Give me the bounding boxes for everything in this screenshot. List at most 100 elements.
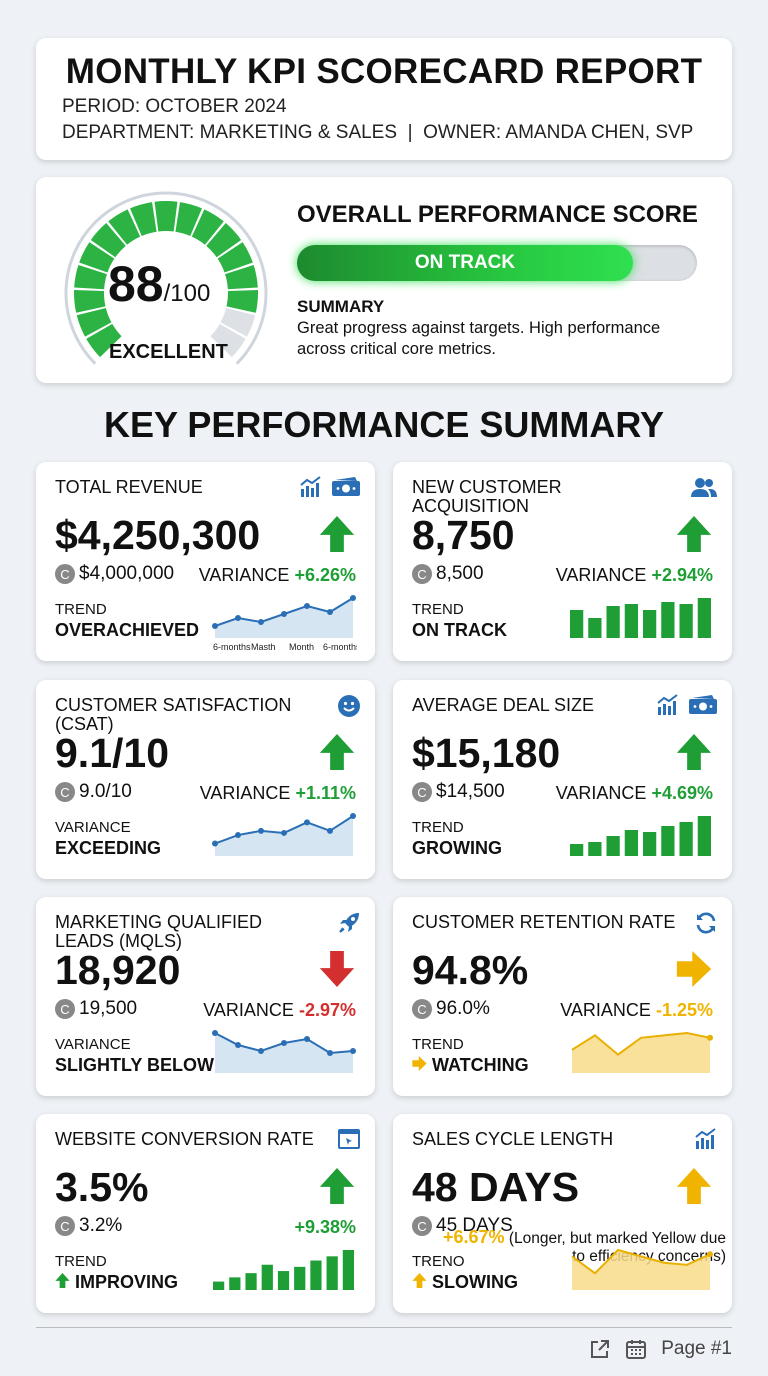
trend-chart (213, 1250, 354, 1290)
kpi-card[interactable]: CUSTOMER SATISFACTION (CSAT) 9.1/10 C 9.0… (36, 680, 375, 879)
trend-bar (588, 618, 602, 638)
kpi-title: NEW CUSTOMER ACQUISITION (412, 477, 562, 516)
trend-point (281, 611, 287, 617)
trend-status: SLOWING (412, 1272, 518, 1293)
target-icon: C (412, 1216, 432, 1236)
kpi-title: CUSTOMER SATISFACTION (CSAT) (55, 695, 292, 734)
kpi-target: C 9.0/10 (55, 781, 132, 803)
kpi-title: MARKETING QUALIFIED LEADS (MQLS) (55, 912, 263, 951)
kpi-variance: +9.38% (294, 1217, 356, 1237)
trend-point (281, 1040, 287, 1046)
trend-status: WATCHING (412, 1055, 529, 1076)
gauge-segment (226, 290, 258, 313)
trend-bar (624, 830, 638, 856)
trend-bar (326, 1256, 338, 1290)
chart-growth-icon (299, 476, 323, 503)
trend-bar (697, 598, 711, 638)
department-owner: DEPARTMENT: MARKETING & SALES | OWNER: A… (62, 122, 694, 143)
kpi-value: 8,750 (412, 512, 515, 558)
kpi-value: 48 DAYS (412, 1164, 580, 1210)
score-rating: EXCELLENT (109, 341, 228, 363)
kpi-title: CUSTOMER RETENTION RATE (412, 912, 676, 932)
kpi-variance: VARIANCE +1.11% (199, 783, 356, 803)
target-icon: C (412, 999, 432, 1019)
trend-arrow-up-icon (676, 516, 712, 557)
kpi-target: C 45 DAYS (412, 1215, 513, 1237)
trend-arrow-up-icon (319, 734, 355, 775)
kpi-value: 9.1/10 (55, 730, 169, 776)
gauge-segment (90, 223, 126, 258)
footer: Page #1 (36, 1327, 732, 1359)
calendar-icon[interactable] (625, 1338, 647, 1360)
trend-bar (342, 1250, 354, 1290)
kpi-card[interactable]: WEBSITE CONVERSION RATE 3.5% C 3.2% +9.38… (36, 1114, 375, 1313)
trend-point (281, 829, 287, 836)
trend-label: TREND (412, 1036, 464, 1053)
kpi-card[interactable]: AVERAGE DEAL SIZE $15,180 C $14,500 VARIA… (393, 680, 732, 879)
kpi-card[interactable]: CUSTOMER RETENTION RATE 94.8% C 96.0% VAR… (393, 897, 732, 1096)
gauge-segment (108, 209, 141, 245)
trend-status: GROWING (412, 838, 502, 858)
trend-point (350, 1048, 356, 1054)
trend-bar (570, 610, 584, 638)
trend-status: IMPROVING (55, 1272, 178, 1293)
gauge-segment (175, 202, 202, 236)
rocket-icon (337, 911, 361, 940)
trend-status: ON TRACK (412, 620, 507, 640)
external-link-icon[interactable] (589, 1338, 611, 1360)
kpi-title: AVERAGE DEAL SIZE (412, 695, 595, 715)
score-value: 88/100 (108, 256, 211, 312)
kpi-target: C $4,000,000 (55, 563, 174, 585)
trend-status: SLIGHTLY BELOW (55, 1055, 215, 1075)
gauge-segment (225, 264, 258, 290)
trend-bar (261, 1264, 273, 1290)
trend-label: TRENO (412, 1253, 465, 1270)
trend-area (215, 1033, 353, 1073)
score-gauge (64, 191, 268, 365)
trend-point (235, 615, 241, 621)
progress-bar: ON TRACK (297, 245, 697, 281)
trend-bar (606, 606, 620, 638)
trend-point (212, 1030, 218, 1036)
overall-performance-card: 88/100 EXCELLENT OVERALL PERFORMANCE SCO… (36, 177, 732, 383)
kpi-card[interactable]: SALES CYCLE LENGTH 48 DAYS C 45 DAYS +6.6… (393, 1114, 732, 1313)
trend-bar (294, 1266, 306, 1290)
trend-area (572, 1250, 710, 1290)
kpi-variance: VARIANCE +6.26% (198, 565, 356, 585)
gauge-segment (220, 308, 256, 337)
trend-bar (245, 1273, 257, 1290)
kpi-variance: VARIANCE -1.25% (560, 1000, 713, 1020)
trend-status: OVERACHIEVED (55, 620, 200, 640)
kpi-card[interactable]: MARKETING QUALIFIED LEADS (MQLS) 18,920 … (36, 897, 375, 1096)
kpi-target: C 96.0% (412, 998, 490, 1020)
trend-bar (679, 822, 693, 856)
trend-label: TREND (55, 1253, 107, 1270)
cash-icon (688, 694, 718, 721)
gauge-outline (64, 191, 268, 365)
smiley-icon (337, 694, 361, 723)
chart-growth-icon (694, 1128, 718, 1155)
trend-label: TREND (412, 601, 464, 618)
kpi-card[interactable]: NEW CUSTOMER ACQUISITION 8,750 C 8,500 VA… (393, 462, 732, 661)
browser-window-icon (337, 1128, 361, 1155)
gauge-segment (74, 290, 106, 313)
kpi-value: 94.8% (412, 947, 529, 993)
trend-label: VARIANCE (55, 1036, 131, 1053)
cash-icon (331, 476, 361, 503)
period: PERIOD: OCTOBER 2024 (62, 96, 287, 117)
trend-bar (624, 604, 638, 638)
trend-point (235, 1042, 241, 1048)
trend-bar (697, 816, 711, 856)
trend-point (327, 1050, 333, 1056)
trend-point (258, 1048, 264, 1054)
target-icon: C (55, 782, 75, 802)
page-number: Page #1 (661, 1338, 732, 1359)
trend-arrow-right-icon (676, 951, 712, 992)
kpi-value: 3.5% (55, 1164, 149, 1210)
kpi-card[interactable]: TOTAL REVENUE $4,250,300 C $4,000,000 VAR… (36, 462, 375, 661)
kpi-value: $15,180 (412, 730, 561, 776)
trend-point (350, 595, 356, 601)
trend-point (350, 813, 356, 819)
kpi-target: C 8,500 (412, 563, 484, 585)
trend-bar (277, 1271, 290, 1290)
